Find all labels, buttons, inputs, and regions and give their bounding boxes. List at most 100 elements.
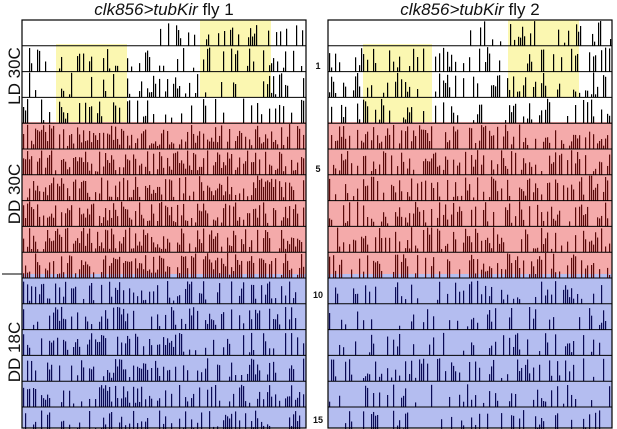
activity-bar (157, 344, 159, 356)
activity-bar (457, 129, 459, 149)
activity-bar (425, 130, 427, 149)
activity-bar (167, 238, 169, 253)
activity-bar (49, 369, 51, 382)
activity-bar (211, 137, 213, 149)
activity-bar (287, 136, 289, 149)
activity-bar (103, 58, 105, 72)
activity-bar (329, 53, 331, 72)
activity-bar (275, 108, 277, 124)
activity-bar (357, 103, 359, 124)
activity-bar (571, 48, 573, 72)
activity-bar (519, 267, 521, 278)
activity-bar (515, 393, 517, 407)
activity-bar (343, 347, 345, 356)
activity-bar (167, 157, 169, 175)
activity-bar (135, 233, 137, 253)
activity-bar (171, 340, 173, 356)
activity-bar (197, 170, 199, 175)
activity-bar (221, 246, 223, 253)
activity-bar (335, 93, 337, 98)
activity-bar (431, 158, 433, 175)
activity-bar (373, 393, 375, 407)
activity-bar (213, 165, 215, 175)
activity-bar (77, 127, 79, 149)
activity-bar (257, 125, 259, 149)
activity-bar (417, 255, 419, 278)
activity-bar (197, 135, 199, 149)
activity-bar (249, 48, 251, 72)
activity-bar (113, 307, 115, 330)
activity-bar (101, 284, 103, 304)
activity-bar (447, 142, 449, 149)
activity-bar (267, 392, 269, 407)
activity-bar (295, 170, 297, 175)
activity-bar (235, 194, 237, 201)
activity-bar (259, 159, 261, 175)
activity-bar (47, 298, 49, 304)
activity-bar (157, 285, 159, 304)
activity-bar (75, 273, 77, 278)
activity-bar (243, 188, 245, 201)
activity-bar (475, 273, 477, 278)
activity-bar (109, 372, 111, 382)
activity-bar (575, 398, 577, 407)
activity-bar (455, 131, 457, 149)
activity-bar (271, 131, 273, 149)
activity-bar (457, 320, 459, 330)
activity-bar (61, 159, 63, 175)
activity-bar (345, 106, 347, 124)
activity-bar (285, 333, 287, 356)
activity-bar (63, 318, 65, 330)
activity-bar (557, 386, 559, 407)
activity-bar (259, 180, 261, 201)
activity-bar (267, 222, 269, 227)
activity-bar (575, 105, 577, 124)
activity-bar (329, 401, 331, 407)
activity-bar (83, 213, 85, 227)
activity-bar (245, 413, 247, 429)
activity-bar (265, 134, 267, 149)
activity-bar (199, 387, 201, 407)
activity-bar (159, 255, 161, 278)
activity-bar (173, 300, 175, 304)
activity-bar (535, 81, 537, 98)
activity-bar (583, 215, 585, 227)
activity-bar (229, 128, 231, 149)
activity-bar (205, 210, 207, 227)
activity-bar (29, 201, 31, 227)
activity-bar (381, 373, 383, 382)
activity-bar (555, 232, 557, 253)
activity-bar (503, 242, 505, 253)
activity-bar (293, 50, 295, 72)
activity-bar (83, 298, 85, 304)
activity-bar (91, 76, 93, 98)
activity-bar (415, 273, 417, 278)
activity-bar (127, 261, 129, 278)
activity-bar (193, 191, 195, 201)
activity-bar (223, 51, 225, 72)
activity-bar (289, 270, 291, 278)
activity-bar (243, 244, 245, 253)
activity-bar (37, 161, 39, 175)
activity-bar (49, 155, 51, 175)
activity-bar (263, 259, 265, 278)
activity-bar (351, 374, 353, 382)
activity-bar (470, 30, 472, 46)
activity-bar (480, 27, 482, 46)
activity-bar (571, 352, 573, 356)
activity-bar (267, 138, 269, 149)
activity-bar (331, 76, 333, 98)
activity-bar (213, 269, 215, 278)
activity-bar (559, 210, 561, 227)
activity-bar (281, 153, 283, 175)
activity-bar (569, 145, 571, 149)
activity-bar (93, 366, 95, 382)
activity-bar (363, 156, 365, 175)
activity-bar (129, 145, 131, 149)
activity-bar (155, 360, 157, 382)
activity-bar (555, 272, 557, 278)
activity-bar (409, 66, 411, 72)
activity-bar (527, 234, 529, 253)
activity-bar (191, 281, 193, 304)
activity-bar (37, 49, 39, 72)
